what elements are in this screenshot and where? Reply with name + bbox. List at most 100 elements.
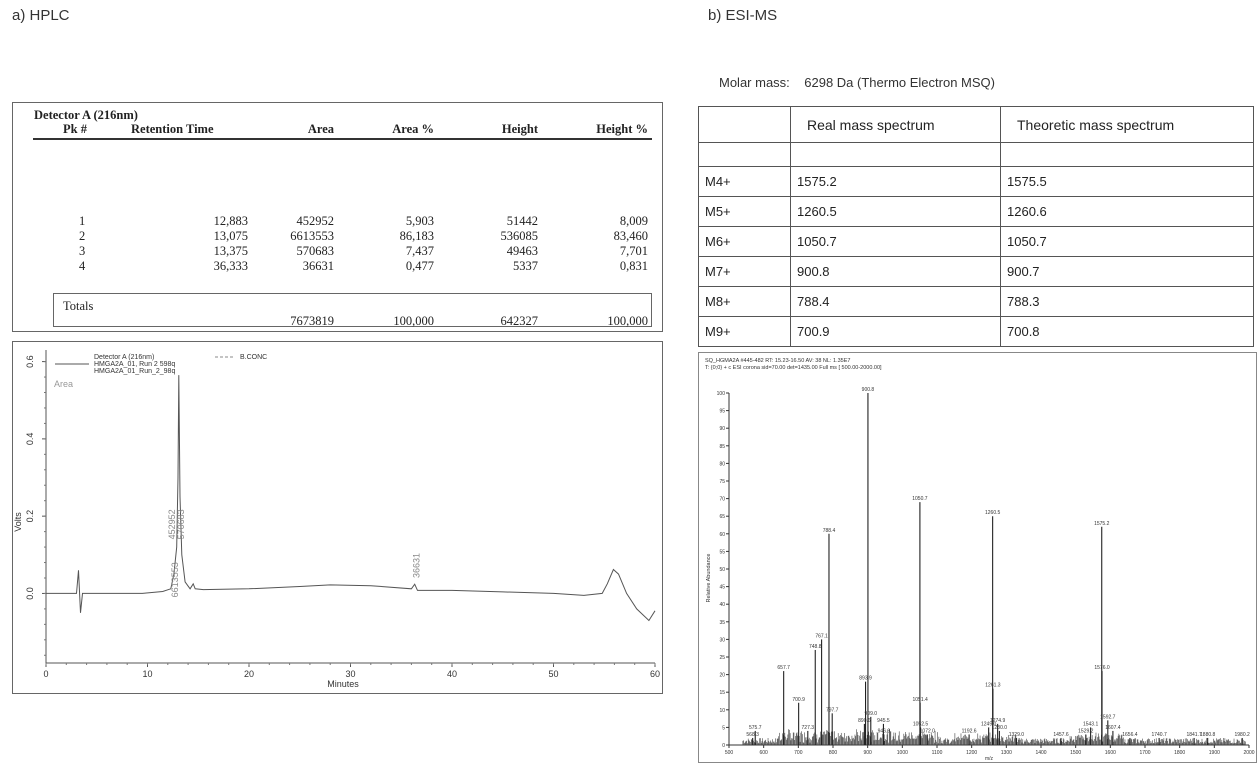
x-tick-label: 50	[548, 669, 558, 679]
table-cell: 0,477	[405, 259, 434, 273]
legend-run2-98q: HMGA2A_01_Run_2_98q	[94, 368, 175, 375]
x-tick-label: 1400	[1035, 750, 1046, 756]
table-row: M8+ 788.4 788.3	[698, 286, 1254, 317]
y-tick-label: 65	[719, 514, 725, 520]
peak-label: 568.3	[746, 732, 759, 738]
col-header-area: Area	[307, 122, 334, 136]
peak-label: 945.5	[877, 718, 890, 724]
peak-label: 788.4	[823, 528, 836, 534]
x-tick-label: 1700	[1139, 750, 1150, 756]
x-tick-label: 1100	[932, 750, 943, 756]
y-tick-label: 25	[719, 655, 725, 661]
table-cell: 452952	[296, 214, 335, 228]
peak-area-label: 570683	[176, 509, 186, 539]
table-cell: 788.3	[1000, 286, 1254, 317]
peak-label: 1607.4	[1105, 725, 1121, 731]
y-tick-label: 5	[722, 725, 725, 731]
table-cell: 1575.5	[1000, 166, 1254, 197]
totals-area: 7673819	[290, 314, 334, 328]
table-cell: M9+	[698, 316, 791, 347]
peak-label: 748.8	[809, 644, 822, 650]
peak-label: 1072.0	[920, 728, 936, 734]
esi-ms-panel-title: b) ESI-MS	[708, 7, 778, 24]
table-cell: M8+	[698, 286, 791, 317]
table-row: M4+ 1575.2 1575.5	[698, 166, 1254, 197]
col-header-retention-time: Retention Time	[131, 122, 214, 136]
peak-label: 1740.7	[1151, 732, 1167, 738]
table-cell: 1050.7	[1000, 226, 1254, 257]
y-tick-label: 15	[719, 690, 725, 696]
peak-label: 727.3	[802, 725, 815, 731]
peak-label: 893.9	[859, 676, 872, 682]
hplc-panel-title: a) HPLC	[12, 7, 70, 24]
x-axis-title: m/z	[985, 756, 994, 762]
y-tick-label: 85	[719, 444, 725, 450]
peak-area-label: 6613553	[170, 562, 180, 597]
x-tick-label: 1800	[1174, 750, 1185, 756]
col-header-theoretic: Theoretic mass spectrum	[1000, 106, 1254, 143]
peak-label: 575.7	[749, 725, 762, 731]
peak-label: 1274.9	[990, 718, 1006, 724]
totals-label: Totals	[63, 299, 94, 313]
col-header-area-pct: Area %	[392, 122, 434, 136]
x-tick-label: 0	[43, 669, 48, 679]
legend-detector: Detector A (216nm)	[94, 354, 154, 361]
x-tick-label: 1300	[1001, 750, 1012, 756]
peak-label: 1980.2	[1234, 732, 1250, 738]
spectrum-header-line-2: T: {0;0} + c ESI corona sid=70.00 det=14…	[705, 365, 882, 371]
table-cell: 7,437	[405, 244, 434, 258]
peak-label: 1260.5	[985, 510, 1001, 516]
x-tick-label: 1600	[1105, 750, 1116, 756]
peak-label: 909.0	[865, 711, 878, 717]
col-header-height-pct: Height %	[596, 122, 648, 136]
col-header-ion	[698, 106, 791, 143]
col-header-height: Height	[501, 122, 538, 136]
legend-run2: HMGA2A_01, Run 2 598q	[94, 361, 175, 368]
col-header-real: Real mass spectrum	[790, 106, 1001, 143]
x-tick-label: 600	[759, 750, 768, 756]
peak-label: 946.9	[878, 728, 891, 734]
x-tick-label: 10	[142, 669, 152, 679]
table-cell: 7,701	[619, 244, 648, 258]
molar-mass-value: 6298 Da (Thermo Electron MSQ)	[804, 75, 995, 90]
peak-label: 1841.7	[1186, 732, 1202, 738]
table-cell: 8,009	[619, 214, 648, 228]
peak-label: 700.9	[792, 697, 805, 703]
peak-area-label: 36631	[412, 553, 422, 578]
y-tick-label: 40	[719, 602, 725, 608]
mass-spectrum-table: Real mass spectrum Theoretic mass spectr…	[698, 106, 1254, 347]
y-tick-label: 75	[719, 479, 725, 485]
table-cell: 0,831	[619, 259, 648, 273]
table-cell: M5+	[698, 196, 791, 227]
table-cell: 4	[79, 259, 86, 273]
y-tick-label: 0.6	[25, 355, 35, 368]
table-cell: M6+	[698, 226, 791, 257]
peak-label: 1656.4	[1122, 732, 1138, 738]
peak-label: 797.7	[826, 707, 839, 713]
peak-label: 1051.4	[913, 697, 929, 703]
table-cell: 1260.5	[790, 196, 1001, 227]
table-row: M9+ 700.9 700.8	[698, 316, 1254, 347]
peak-label: 1880.8	[1200, 732, 1216, 738]
peak-label: 1050.7	[912, 496, 928, 502]
table-row: M6+ 1050.7 1050.7	[698, 226, 1254, 257]
table-cell	[698, 142, 791, 167]
y-tick-label: 90	[719, 426, 725, 432]
totals-box	[53, 293, 652, 327]
table-cell: 788.4	[790, 286, 1001, 317]
table-cell: 13,075	[213, 229, 248, 243]
legend-bconc: B.CONC	[240, 354, 267, 361]
table-cell: 1575.2	[790, 166, 1001, 197]
peak-label: 1249.0	[981, 721, 997, 727]
y-axis-title: Volts	[13, 512, 23, 532]
y-axis-title: Relative Abundance	[706, 554, 712, 603]
y-tick-label: 30	[719, 637, 725, 643]
table-cell: 700.9	[790, 316, 1001, 347]
y-tick-label: 60	[719, 532, 725, 538]
area-label: Area	[54, 379, 73, 389]
totals-height-pct: 100,000	[607, 314, 648, 328]
table-cell: 36631	[302, 259, 334, 273]
col-header-pk: Pk #	[63, 122, 87, 136]
molar-mass-line: Molar mass: 6298 Da (Thermo Electron MSQ…	[719, 75, 995, 90]
peak-label: 1575.2	[1094, 521, 1110, 527]
